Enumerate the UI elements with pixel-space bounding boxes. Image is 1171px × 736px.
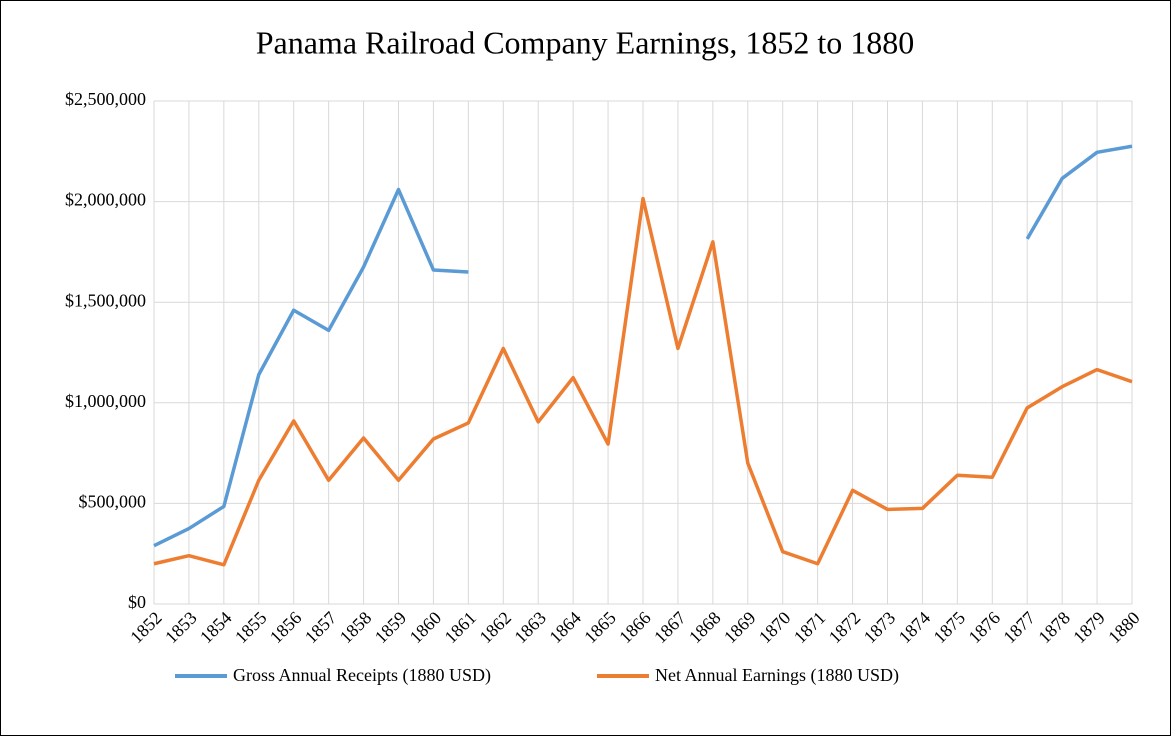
legend-label: Gross Annual Receipts (1880 USD) <box>233 665 491 686</box>
y-tick-label: $1,000,000 <box>65 391 146 411</box>
data-line <box>153 144 1133 548</box>
y-tick-label: $2,500,000 <box>65 89 146 109</box>
chart-title: Panama Railroad Company Earnings, 1852 t… <box>256 24 915 60</box>
data-line <box>153 196 1133 567</box>
legend-label: Net Annual Earnings (1880 USD) <box>655 665 899 686</box>
y-tick-label: $500,000 <box>79 492 147 512</box>
y-tick-label: $1,500,000 <box>65 290 146 310</box>
y-tick-label: $2,000,000 <box>65 190 146 210</box>
y-tick-label: $0 <box>128 592 146 612</box>
